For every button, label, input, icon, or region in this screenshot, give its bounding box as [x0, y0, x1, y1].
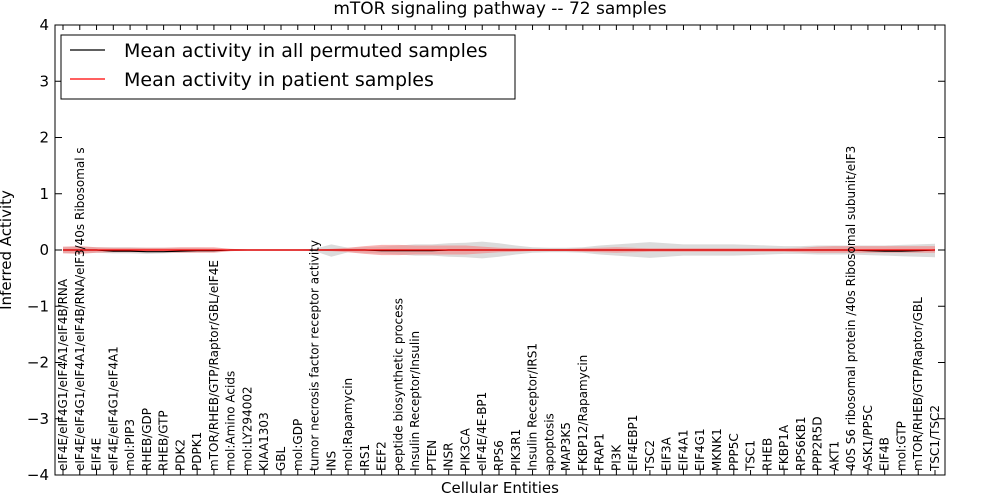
- y-tick-label: −1: [27, 297, 49, 315]
- x-tick-label: PDPK1: [190, 432, 204, 471]
- x-tick-label: 40S S6 ribosomal protein /40s Ribosomal …: [844, 146, 858, 471]
- x-tick-label: FKBP12/Rapamycin: [576, 355, 590, 471]
- y-tick-label: 3: [39, 72, 49, 90]
- y-tick-label: −3: [27, 410, 49, 428]
- x-tick-label: PIK3CA: [459, 427, 473, 471]
- x-tick-label: RHEB/GDP: [140, 408, 154, 471]
- y-axis: −4 −3 −2 −1 0 1 2 3 4: [27, 16, 945, 484]
- x-tick-label: mTOR/RHEB/GTP/Raptor/GBL: [911, 297, 925, 471]
- x-tick-label: EIF4A1: [677, 429, 691, 471]
- x-tick-label: apoptosis: [542, 413, 556, 471]
- x-tick-label: RPS6: [492, 440, 506, 471]
- x-tick-label: KIAA1303: [257, 412, 271, 471]
- x-axis: eIF4E/eIF4G1/eIF4A1/eIF4B/RNA eIF4E/eIF4G…: [56, 25, 942, 475]
- x-tick-label: GBL: [274, 446, 288, 471]
- legend-label-patient: Mean activity in patient samples: [124, 69, 434, 91]
- x-tick-label: tumor necrosis factor receptor activity: [308, 240, 322, 471]
- x-tick-label: eIF4E/eIF4G1/eIF4A1: [106, 346, 120, 471]
- x-tick-label: TSC1/TSC2: [928, 405, 942, 472]
- x-tick-label: Insulin Receptor/Insulin: [408, 331, 422, 471]
- y-axis-label: Inferred Activity: [0, 190, 15, 310]
- x-tick-label: PPP2R5D: [811, 416, 825, 471]
- x-axis-label: Cellular Entities: [441, 479, 559, 497]
- x-tick-label: EIF4B: [878, 437, 892, 471]
- x-tick-label: EIF4EBP1: [626, 415, 640, 471]
- x-tick-label: eIF4E/eIF4G1/eIF4A1/eIF4B/RNA: [56, 278, 70, 471]
- y-tick-label: −2: [27, 354, 49, 372]
- x-tick-label: MAP3K5: [559, 422, 573, 471]
- y-tick-label: 2: [39, 129, 49, 147]
- x-tick-label: RPS6KB1: [794, 416, 808, 471]
- x-tick-label: PIK3R1: [509, 429, 523, 471]
- x-tick-label: mol:Rapamycin: [341, 378, 355, 471]
- x-tick-label: mol:LY294002: [241, 386, 255, 471]
- x-tick-label: PI3K: [609, 444, 623, 471]
- x-tick-label: EIF3A: [660, 436, 674, 471]
- y-tick-label: 4: [39, 16, 49, 34]
- x-tick-label: eIF4E/eIF4G1/eIF4A1/eIF4B/RNA/eIF3/40s R…: [73, 147, 87, 471]
- legend-label-permuted: Mean activity in all permuted samples: [124, 40, 487, 62]
- x-tick-label: eIF4E/4E-BP1: [475, 392, 489, 471]
- legend-box: [60, 34, 516, 100]
- y-tick-label: 0: [39, 241, 49, 259]
- x-tick-label: mol:GTP: [895, 421, 909, 471]
- x-tick-label: INS: [324, 451, 338, 471]
- plot-area: [63, 241, 936, 259]
- x-tick-label: mol:Amino Acids: [224, 371, 238, 471]
- chart-title: mTOR signaling pathway -- 72 samples: [333, 0, 666, 19]
- x-tick-label: mol:PIP3: [123, 419, 137, 471]
- legend: Mean activity in all permuted samples Me…: [60, 34, 516, 100]
- x-tick-label: PTEN: [425, 440, 439, 471]
- y-tick-label: −4: [27, 466, 49, 484]
- x-tick-label: PDK2: [173, 439, 187, 471]
- x-tick-label: EIF4E: [90, 438, 104, 471]
- y-tick-label: 1: [39, 185, 49, 203]
- x-tick-label: MKNK1: [710, 428, 724, 471]
- x-tick-label: mol:GDP: [291, 419, 305, 471]
- x-tick-label: Insulin Receptor/IRS1: [526, 343, 540, 471]
- x-tick-label: EEF2: [375, 441, 389, 471]
- x-tick-label: peptide biosynthetic process: [391, 298, 405, 471]
- x-tick-label: EIF4G1: [693, 428, 707, 471]
- x-tick-label: RHEB: [760, 438, 774, 471]
- x-tick-label: IRS1: [358, 444, 372, 471]
- x-tick-label: TSC2: [643, 440, 657, 472]
- x-tick-label: mTOR/RHEB/GTP/Raptor/GBL/eIF4E: [207, 260, 221, 471]
- x-tick-label: PPP5C: [727, 433, 741, 471]
- x-tick-label: FKBP1A: [777, 424, 791, 471]
- x-tick-label: INSR: [442, 443, 456, 471]
- x-tick-label: FRAP1: [593, 433, 607, 471]
- x-tick-label: RHEB/GTP: [157, 410, 171, 471]
- x-tick-label: TSC1: [744, 440, 758, 472]
- x-tick-label: AKT1: [827, 441, 841, 471]
- x-tick-label: ASK1/PP5C: [861, 405, 875, 471]
